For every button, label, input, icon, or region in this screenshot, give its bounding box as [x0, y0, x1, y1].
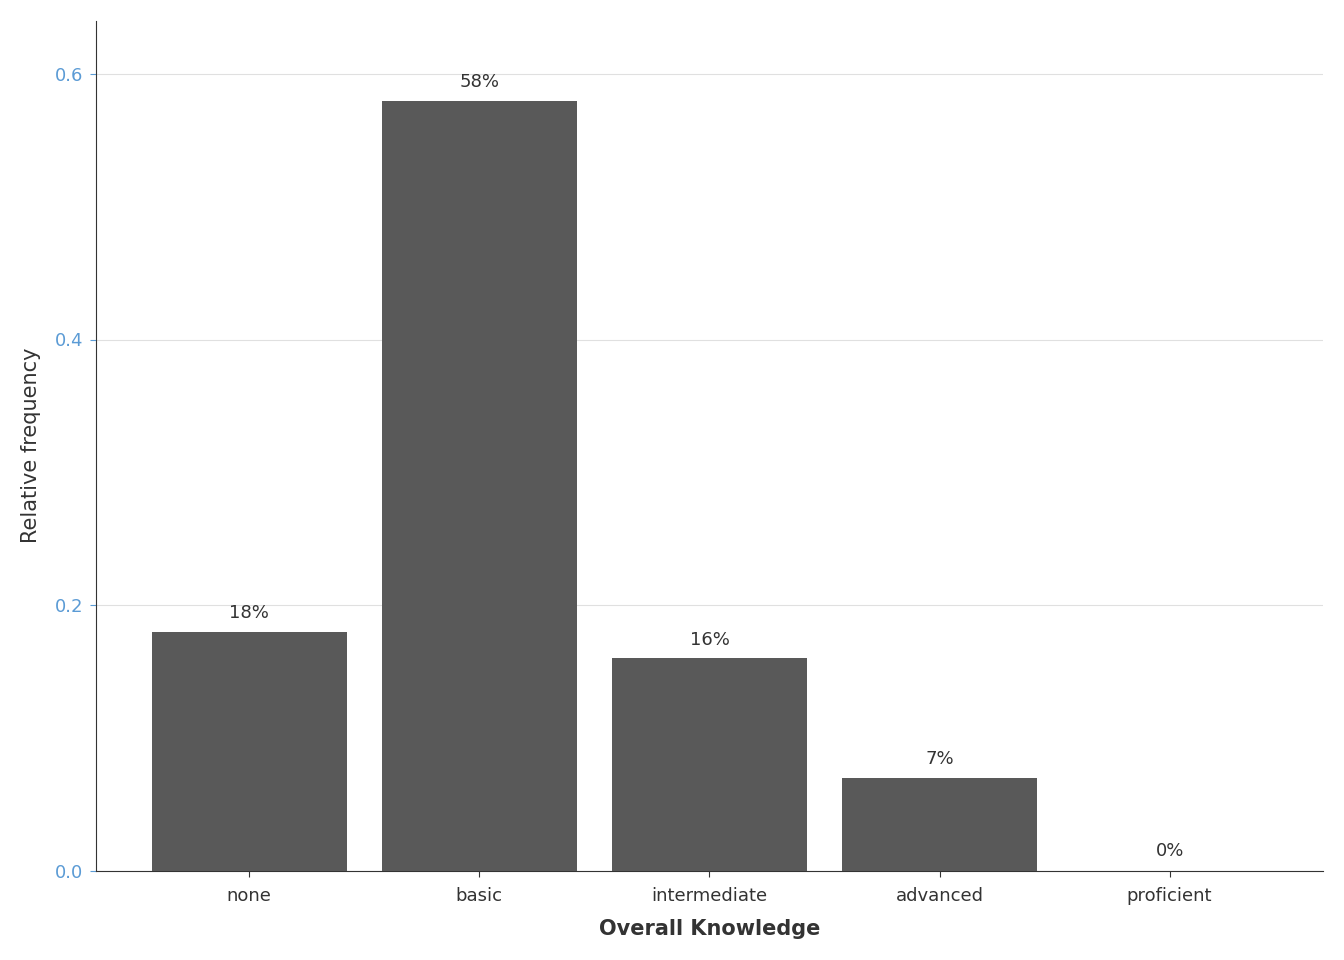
X-axis label: Overall Knowledge: Overall Knowledge — [599, 919, 820, 939]
Y-axis label: Relative frequency: Relative frequency — [22, 348, 40, 543]
Bar — [612, 659, 808, 871]
Bar — [152, 632, 347, 871]
Text: 58%: 58% — [460, 73, 500, 91]
Bar — [841, 778, 1038, 871]
Text: 18%: 18% — [230, 604, 269, 622]
Text: 16%: 16% — [689, 631, 730, 649]
Text: 0%: 0% — [1156, 842, 1184, 860]
Text: 7%: 7% — [925, 751, 954, 768]
Bar — [382, 101, 577, 871]
